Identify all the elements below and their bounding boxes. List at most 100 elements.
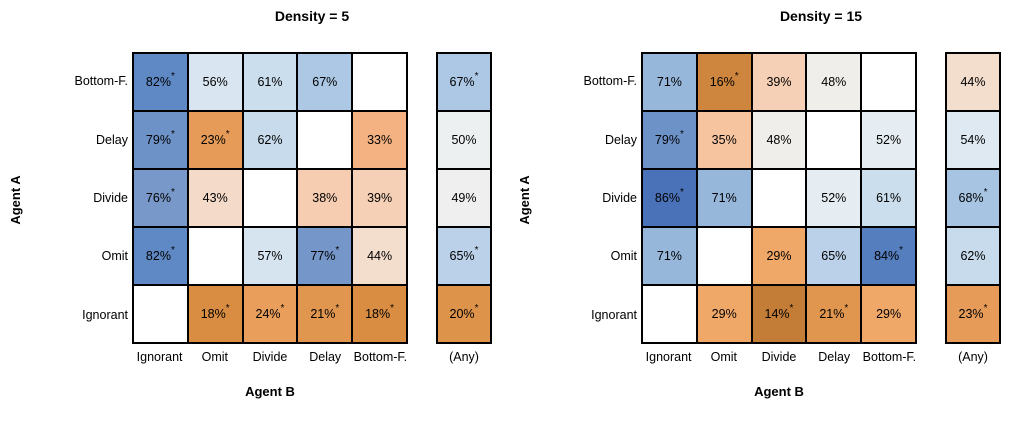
cell-value: 24%* xyxy=(255,303,285,321)
x-axis-title: Agent B xyxy=(754,384,804,399)
heatmap-grid: 82%* 56% 61% 67% 79%* 23%* 62% 33% 76%* 43% 38% 39%… xyxy=(132,52,408,344)
cell-value: 79%* xyxy=(145,129,175,147)
heatmap-cell: 68%* xyxy=(947,170,999,226)
any-column-grid: 44% 54% 68%* 62% 23%* xyxy=(945,52,1001,344)
row-label: Omit xyxy=(101,249,128,264)
cell-value: 76%* xyxy=(145,187,175,205)
significance-star: * xyxy=(789,303,794,314)
row-label: Delay xyxy=(605,132,637,147)
heatmap-grid: 71% 16%* 39% 48% 79%* 35% 48% 52% 86%* 71% 52% 61% 7… xyxy=(641,52,917,344)
cell-value: 44% xyxy=(367,249,393,263)
cell-value: 18%* xyxy=(200,303,230,321)
cell-value: 67% xyxy=(312,75,338,89)
cell-value: 43% xyxy=(202,191,228,205)
significance-star: * xyxy=(170,71,175,82)
cell-value: 54% xyxy=(960,133,986,147)
heatmap-cell: 20%* xyxy=(438,286,490,342)
cell-value: 86%* xyxy=(654,187,684,205)
heatmap-cell: 62% xyxy=(243,112,297,168)
heatmap-cell: 50% xyxy=(438,112,490,168)
cell-value: 57% xyxy=(257,249,283,263)
heatmap-cell: 86%* xyxy=(643,170,696,226)
cell-value: 67%* xyxy=(449,71,479,89)
panel-density-5: Density = 5 Agent A Bottom-F. Delay Divide… xyxy=(0,0,508,425)
heatmap-cell: 39% xyxy=(752,54,806,110)
col-label: Omit xyxy=(201,350,228,364)
heatmap-cell: 52% xyxy=(807,170,861,226)
heatmap-cell-empty xyxy=(134,286,187,342)
heatmap-cell: 35% xyxy=(697,112,751,168)
heatmap-cell: 56% xyxy=(188,54,242,110)
heatmap-cell-empty xyxy=(643,286,696,342)
significance-star: * xyxy=(844,303,849,314)
cell-value: 82%* xyxy=(145,245,175,263)
col-label: Bottom-F. xyxy=(862,350,917,364)
cell-value: 62% xyxy=(960,249,986,263)
col-label: Divide xyxy=(761,350,797,364)
panel-density-15: Density = 15 Agent A Bottom-F. Delay Divid… xyxy=(509,0,1017,425)
significance-star: * xyxy=(679,129,684,140)
significance-star: * xyxy=(474,71,479,82)
significance-star: * xyxy=(983,303,988,314)
heatmap-cell: 18%* xyxy=(353,286,406,342)
heatmap-cell: 29% xyxy=(697,286,751,342)
significance-star: * xyxy=(474,303,479,314)
heatmap-cell-empty xyxy=(807,112,861,168)
row-label: Bottom-F. xyxy=(583,74,638,89)
significance-star: * xyxy=(225,129,230,140)
significance-star: * xyxy=(170,129,175,140)
col-label: Omit xyxy=(710,350,737,364)
col-label: Bottom-F. xyxy=(353,350,408,364)
cell-value: 48% xyxy=(821,75,847,89)
heatmap-cell: 82%* xyxy=(134,54,187,110)
cell-value: 82%* xyxy=(145,71,175,89)
heatmap-cell: 24%* xyxy=(243,286,297,342)
cell-value: 29% xyxy=(876,307,902,321)
significance-star: * xyxy=(390,303,395,314)
col-label: Divide xyxy=(252,350,288,364)
cell-value: 61% xyxy=(257,75,283,89)
heatmap-cell: 14%* xyxy=(752,286,806,342)
row-labels: Bottom-F. Delay Divide Omit Ignorant xyxy=(509,52,638,344)
heatmap-cell: 71% xyxy=(643,54,696,110)
cell-value: 79%* xyxy=(654,129,684,147)
significance-star: * xyxy=(983,187,988,198)
heatmap-cell: 71% xyxy=(643,228,696,284)
heatmap-cell: 29% xyxy=(752,228,806,284)
cell-value: 62% xyxy=(257,133,283,147)
heatmap-cell: 16%* xyxy=(697,54,751,110)
heatmap-cell-empty xyxy=(862,54,915,110)
heatmap-cell: 39% xyxy=(353,170,406,226)
heatmap-cell: 71% xyxy=(697,170,751,226)
row-label: Ignorant xyxy=(591,307,637,322)
heatmap-cell: 29% xyxy=(862,286,915,342)
cell-value: 44% xyxy=(960,75,986,89)
col-label: Ignorant xyxy=(645,350,692,364)
significance-star: * xyxy=(280,303,285,314)
significance-star: * xyxy=(679,187,684,198)
cell-value: 65%* xyxy=(449,245,479,263)
cell-value: 56% xyxy=(202,75,228,89)
panel-title: Density = 15 xyxy=(779,8,863,24)
col-label: Delay xyxy=(309,350,342,364)
heatmap-cell: 57% xyxy=(243,228,297,284)
heatmap-cell: 77%* xyxy=(298,228,352,284)
cell-value: 21%* xyxy=(310,303,340,321)
heatmap-cell: 23%* xyxy=(947,286,999,342)
cell-value: 71% xyxy=(656,75,682,89)
cell-value: 38% xyxy=(312,191,338,205)
heatmap-cell: 67% xyxy=(298,54,352,110)
row-label: Ignorant xyxy=(82,307,128,322)
cell-value: 52% xyxy=(876,133,902,147)
row-label: Divide xyxy=(93,191,128,206)
heatmap-cell: 61% xyxy=(243,54,297,110)
cell-value: 48% xyxy=(766,133,792,147)
heatmap-cell-empty xyxy=(353,54,406,110)
cell-value: 84%* xyxy=(874,245,904,263)
cell-value: 71% xyxy=(711,191,737,205)
heatmap-cell: 82%* xyxy=(134,228,187,284)
heatmap-cell: 43% xyxy=(188,170,242,226)
heatmap-cell: 18%* xyxy=(188,286,242,342)
significance-star: * xyxy=(170,187,175,198)
heatmap-cell: 38% xyxy=(298,170,352,226)
